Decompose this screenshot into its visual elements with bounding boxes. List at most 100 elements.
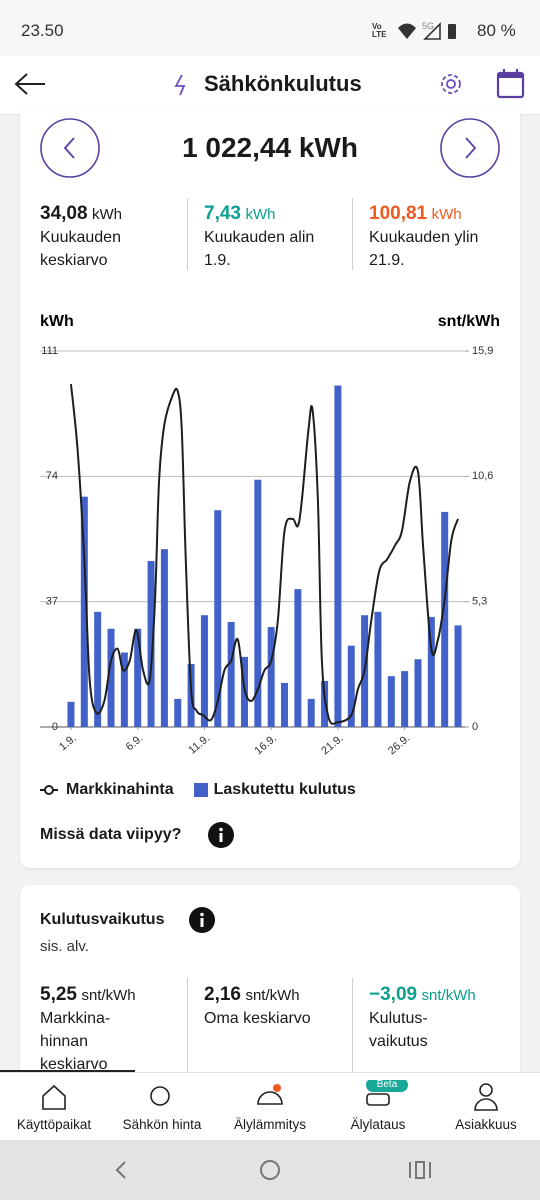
calendar-button[interactable]: [496, 68, 526, 100]
sys-recents[interactable]: [409, 1161, 431, 1179]
stat-label: vaikutus: [369, 1033, 428, 1050]
bar: [334, 385, 342, 727]
info-icon[interactable]: [188, 906, 216, 934]
nav-label[interactable]: Älylämmitys: [233, 1117, 306, 1132]
signal-icon: [423, 22, 441, 40]
stat-max: 100,81 kWh Kuukauden ylin 21.9.: [369, 202, 514, 272]
bar: [227, 621, 235, 727]
system-nav: [0, 1140, 540, 1200]
stat-label: Kuukauden ylin: [369, 229, 479, 246]
stat-unit: snt/kWh: [421, 987, 476, 1004]
legend-label: Laskutettu kulutus: [213, 781, 356, 798]
bar: [160, 549, 168, 727]
stat-unit: snt/kWh: [245, 987, 300, 1004]
sys-home[interactable]: [260, 1160, 280, 1180]
prev-month-button[interactable]: [40, 118, 102, 180]
stat-label: keskiarvo: [40, 1056, 108, 1073]
settings-button[interactable]: [436, 69, 466, 99]
impact-card: [20, 885, 520, 1105]
nav-icon[interactable]: [479, 1083, 493, 1097]
impact-title: Kulutusvaikutus: [40, 911, 165, 928]
next-month-button[interactable]: [440, 118, 502, 180]
impact-subtitle: sis. alv.: [40, 938, 89, 955]
bar: [267, 627, 275, 727]
lightning-icon: [174, 74, 186, 96]
impact-stat: −3,09 snt/kWh Kulutus- vaikutus: [369, 983, 514, 1053]
bar: [134, 628, 142, 727]
y-tick-label: 37: [46, 596, 58, 608]
consumption-chart: kWh snt/kWh 0 37 74 111 0 5,3 10,6 15,9 1.9. 6.9.…: [40, 313, 500, 757]
bar: [94, 611, 102, 727]
info-link[interactable]: Missä data viipyy?: [40, 826, 182, 843]
sys-back[interactable]: [115, 1161, 126, 1179]
network-label: Vo LTE: [372, 22, 387, 39]
nav-icon[interactable]: [366, 1093, 390, 1106]
back-button[interactable]: [14, 72, 48, 96]
stat-label: Kuukauden keskiarvo: [40, 229, 121, 269]
impact-stat: 2,16 snt/kWh Oma keskiarvo: [204, 983, 349, 1030]
stat-unit: kWh: [431, 206, 462, 223]
consumption-card: [20, 108, 520, 868]
status-icons: [398, 22, 456, 40]
legend-icon-line: [40, 785, 58, 795]
x-tick-label: 26.9.: [386, 732, 412, 757]
stat-label: Markkina-: [40, 1010, 111, 1027]
stat-value: 100,81: [369, 203, 428, 224]
system-buttons: [115, 1160, 431, 1180]
info-icon[interactable]: [207, 821, 235, 849]
beta-label: Beta: [376, 1079, 398, 1090]
y2-axis-label: snt/kWh: [438, 313, 500, 330]
nav-label[interactable]: Asiakkuus: [455, 1117, 517, 1132]
bar: [214, 510, 222, 727]
stat-average: 34,08 kWh Kuukauden keskiarvo: [40, 202, 185, 272]
stat-value: 5,25: [40, 984, 77, 1005]
bar: [200, 615, 208, 727]
stat-value: 7,43: [204, 203, 241, 224]
nav-label[interactable]: Sähkön hinta: [122, 1117, 202, 1132]
y2-tick-label: 5,3: [472, 596, 487, 608]
divider: [352, 978, 353, 1073]
y-tick-label: 111: [41, 345, 58, 357]
x-tick-label: 21.9.: [319, 732, 345, 757]
stat-label: Kulutus-: [369, 1010, 428, 1027]
impact-stat: 5,25 snt/kWh Markkina- hinnan keskiarvo: [40, 983, 185, 1076]
status-time: 23.50: [21, 21, 64, 40]
bar: [147, 561, 155, 727]
bar: [107, 628, 115, 727]
stat-value: 34,08: [40, 203, 88, 224]
nav-label[interactable]: Älylataus: [350, 1117, 406, 1132]
stat-value: −3,09: [369, 984, 418, 1005]
battery-label: 80 %: [477, 21, 516, 40]
bar: [321, 680, 329, 727]
nav-icon[interactable]: [150, 1086, 170, 1106]
bar: [427, 616, 435, 727]
stat-label: Oma keskiarvo: [204, 1010, 311, 1027]
bar: [281, 682, 289, 727]
nav-icon[interactable]: [257, 1091, 283, 1105]
stat-unit: kWh: [92, 206, 122, 223]
nav-label[interactable]: Käyttöpaikat: [16, 1117, 92, 1132]
stat-unit: kWh: [245, 206, 276, 223]
x-tick-label: 16.9.: [253, 732, 279, 757]
y2-tick-label: 0: [472, 721, 478, 733]
bar: [454, 625, 462, 727]
bar: [80, 496, 88, 727]
bar: [120, 652, 128, 727]
wifi-icon: [398, 23, 416, 39]
legend-label: Markkinahinta: [66, 781, 174, 798]
stat-date: 21.9.: [369, 252, 405, 269]
bar: [294, 589, 302, 727]
x-tick-label: 1.9.: [57, 732, 79, 753]
page-title: Sähkönkulutus: [204, 71, 362, 96]
bar: [307, 698, 315, 727]
divider: [352, 198, 353, 270]
bottom-nav: [0, 1072, 540, 1141]
nav-icon[interactable]: [42, 1084, 66, 1110]
divider: [187, 198, 188, 270]
bar: [347, 645, 355, 727]
battery-icon: [448, 24, 456, 39]
y-axis-label: kWh: [40, 313, 74, 330]
x-tick-label: 11.9.: [186, 732, 212, 756]
y2-tick-label: 15,9: [472, 345, 493, 357]
